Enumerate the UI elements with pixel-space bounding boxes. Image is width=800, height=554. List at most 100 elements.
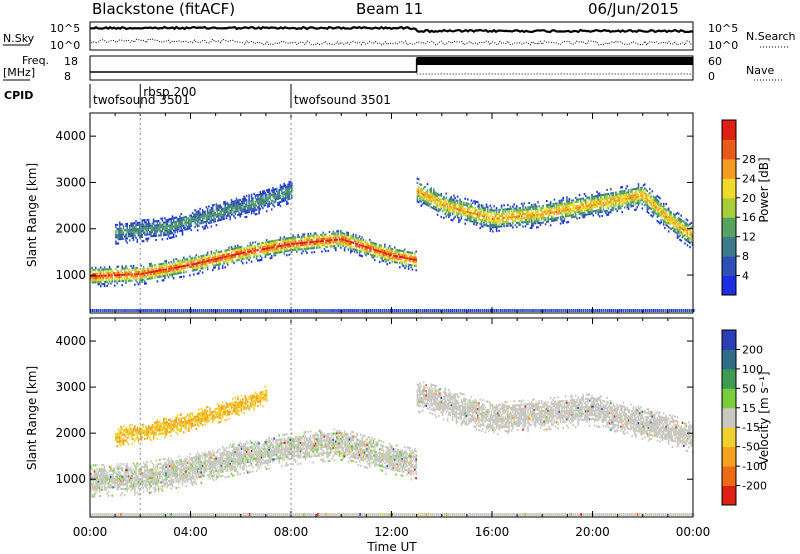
- echo-cell: [250, 197, 253, 200]
- echo-cell: [368, 238, 371, 241]
- ground-scatter-cell: [405, 309, 408, 312]
- echo-cell: [175, 268, 177, 271]
- echo-cell: [179, 263, 181, 266]
- echo-cell: [224, 257, 226, 260]
- echo-cell: [100, 285, 102, 288]
- echo-cell: [219, 212, 221, 215]
- echo-cell: [396, 251, 399, 254]
- echo-cell: [664, 214, 666, 217]
- echo-cell: [657, 200, 660, 203]
- echo-cell: [159, 273, 161, 276]
- echo-cell: [239, 209, 242, 212]
- echo-cell: [625, 200, 627, 203]
- echo-cell: [185, 270, 188, 273]
- echo-cell: [596, 201, 598, 204]
- ground-scatter-cell: [216, 309, 219, 312]
- echo-cell: [676, 228, 679, 231]
- echo-cell: [280, 198, 283, 201]
- echo-cell: [518, 207, 520, 210]
- echo-cell: [341, 236, 343, 239]
- echo-cell: [356, 251, 358, 254]
- echo-cell: [267, 245, 269, 248]
- echo-cell: [214, 220, 216, 223]
- noise-traces: [89, 25, 694, 46]
- echo-cell: [139, 480, 141, 483]
- echo-cell: [448, 205, 450, 208]
- echo-cell: [214, 214, 216, 217]
- echo-cell: [585, 201, 587, 204]
- echo-cell: [140, 277, 142, 280]
- echo-cell: [566, 196, 568, 199]
- echo-cell: [341, 231, 343, 234]
- echo-cell: [245, 257, 248, 260]
- echo-cell: [338, 238, 341, 241]
- echo-cell: [485, 218, 488, 221]
- echo-cell: [270, 248, 273, 251]
- echo-cell: [448, 207, 450, 210]
- echo-cell: [101, 268, 103, 271]
- echo-cell: [131, 470, 134, 473]
- echo-cell: [352, 248, 355, 251]
- echo-cell: [434, 208, 436, 211]
- echo-cell: [287, 196, 289, 199]
- echo-cell: [131, 483, 134, 486]
- ground-scatter-cell: [530, 309, 532, 312]
- echo-cell: [667, 222, 670, 225]
- echo-cell: [628, 193, 631, 196]
- echo-cell: [551, 209, 553, 212]
- echo-cell: [98, 482, 101, 485]
- echo-cell: [155, 268, 157, 271]
- echo-cell: [585, 209, 587, 212]
- echo-cell: [302, 243, 304, 246]
- echo-cell: [335, 242, 337, 245]
- echo-cell: [243, 247, 245, 250]
- echo-cell: [343, 236, 346, 239]
- echo-cell: [650, 195, 652, 198]
- echo-cell: [347, 236, 350, 239]
- echo-cell: [581, 208, 583, 211]
- echo-cell: [480, 223, 483, 226]
- echo-cell: [274, 196, 277, 199]
- echo-cell: [250, 201, 253, 204]
- echo-cell: [267, 188, 269, 191]
- echo-cell: [127, 475, 130, 478]
- ground-scatter-cell: [343, 309, 345, 312]
- echo-cell: [130, 468, 132, 471]
- echo-cell: [577, 208, 579, 211]
- echo-cell: [434, 191, 436, 194]
- echo-cell: [142, 270, 145, 273]
- echo-cell: [116, 488, 118, 491]
- echo-cell: [277, 195, 279, 198]
- echo-cell: [147, 277, 150, 280]
- echo-cell: [102, 474, 105, 477]
- echo-cell: [260, 244, 263, 247]
- echo-cell: [592, 214, 595, 217]
- echo-cell: [499, 215, 502, 218]
- echo-cell: [466, 219, 469, 222]
- echo-cell: [166, 274, 169, 277]
- echo-cell: [646, 202, 649, 205]
- echo-cell: [333, 234, 336, 237]
- echo-cell: [405, 263, 407, 266]
- echo-cell: [563, 217, 566, 220]
- echo-cell: [309, 241, 312, 244]
- echo-cell: [635, 187, 637, 190]
- echo-cell: [611, 208, 613, 211]
- echo-cell: [436, 197, 439, 200]
- echo-cell: [665, 221, 667, 224]
- echo-cell: [255, 249, 258, 252]
- ground-scatter-cell: [606, 309, 609, 312]
- echo-cell: [623, 191, 626, 194]
- echo-cell: [409, 257, 411, 260]
- echo-cell: [378, 252, 381, 255]
- echo-cell: [203, 256, 205, 259]
- echo-cell: [494, 221, 497, 224]
- echo-cell: [652, 206, 655, 209]
- echo-cell: [529, 216, 532, 219]
- echo-cell: [215, 213, 218, 216]
- echo-cell: [134, 491, 136, 494]
- echo-cell: [635, 208, 637, 211]
- echo-cell: [669, 218, 671, 221]
- echo-cell: [651, 207, 654, 210]
- echo-cell: [308, 247, 311, 250]
